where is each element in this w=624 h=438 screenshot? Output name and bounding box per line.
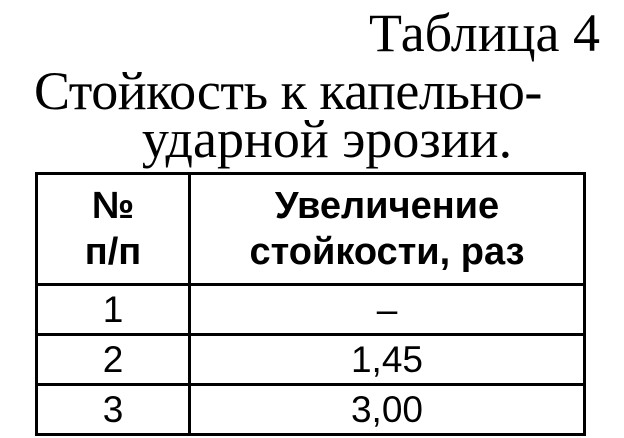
table-row: 1 – [37, 285, 585, 335]
header-text: Увеличение [275, 185, 499, 227]
cell-number: 2 [37, 335, 190, 385]
table-row: 3 3,00 [37, 385, 585, 435]
header-text: стойкости, раз [250, 231, 525, 273]
table-row: 2 1,45 [37, 335, 585, 385]
cell-number: 1 [37, 285, 190, 335]
header-row: №п/п Увеличениестойкости, раз [37, 174, 585, 285]
header-number: №п/п [37, 174, 190, 285]
cell-value: – [190, 285, 585, 335]
header-text: п/п [85, 231, 141, 273]
header-resistance-increase: Увеличениестойкости, раз [190, 174, 585, 285]
cell-number: 3 [37, 385, 190, 435]
cell-value: 3,00 [190, 385, 585, 435]
table-title-line2: ударной эрозии. [0, 112, 624, 166]
cell-value: 1,45 [190, 335, 585, 385]
header-text: № [92, 185, 134, 227]
table-label: Таблица 4 [369, 6, 600, 60]
resistance-table: №п/п Увеличениестойкости, раз 1 – 2 1,45… [35, 172, 586, 436]
